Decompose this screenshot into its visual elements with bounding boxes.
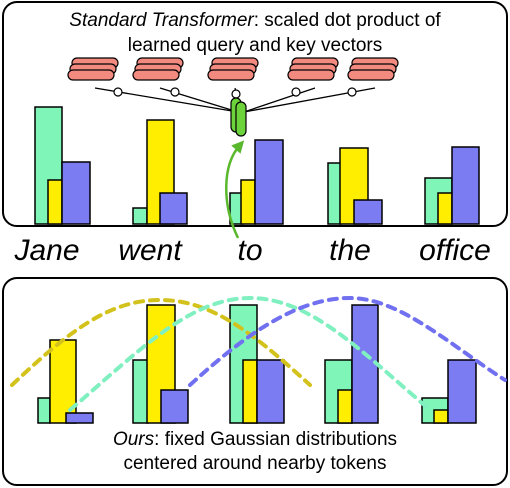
caption-text: : scaled dot product of	[254, 10, 442, 31]
token: to	[237, 234, 262, 267]
top-bars	[34, 106, 480, 225]
token: Jane	[13, 234, 79, 267]
caption-emphasis: Standard Transformer	[69, 10, 254, 31]
dot-circles	[113, 87, 357, 99]
top-caption-line2: learned query and key vectors	[128, 35, 383, 56]
caption-text: : fixed Gaussian distributions	[154, 429, 397, 450]
token: the	[329, 234, 371, 267]
key-vectors	[67, 57, 399, 81]
bottom-caption-line1: Ours: fixed Gaussian distributions	[113, 429, 397, 450]
query-arrow	[225, 140, 245, 239]
caption-emphasis: Ours	[113, 429, 155, 450]
top-caption-line1: Standard Transformer: scaled dot product…	[69, 10, 441, 31]
bottom-caption-line2: centered around nearby tokens	[123, 453, 386, 474]
token: went	[118, 234, 183, 267]
gaussian-curves	[10, 295, 507, 412]
token: office	[419, 234, 491, 267]
query-vector	[230, 97, 247, 137]
